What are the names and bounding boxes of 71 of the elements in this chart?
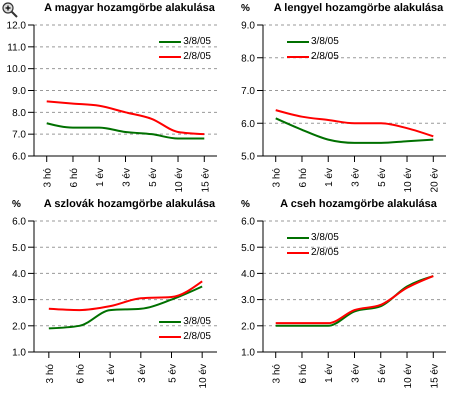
x-tick-label: 10 év xyxy=(403,364,414,388)
y-tick-label: 4.0 xyxy=(12,268,26,280)
y-tick-label: 4.0 xyxy=(241,268,256,280)
x-tick-label: 15 év xyxy=(200,168,212,192)
x-tick-label: 1 év xyxy=(95,168,106,187)
x-tick-label: 1 év xyxy=(324,364,336,383)
y-tick-label: 9.0 xyxy=(12,86,26,98)
line-series xyxy=(46,100,206,136)
x-tick-label: 1 év xyxy=(324,168,336,187)
line-series xyxy=(274,109,434,138)
legend-label: 2/8/05 xyxy=(183,51,211,62)
legend-label: 3/8/05 xyxy=(183,36,211,47)
y-tick-label: 2.0 xyxy=(12,321,26,332)
x-tick-label: 5 év xyxy=(168,364,178,383)
y-tick-label: 6.0 xyxy=(12,216,26,228)
x-tick-label: 6 hó xyxy=(298,168,309,188)
y-tick-label: 10.0 xyxy=(6,64,26,76)
x-tick-label: 10 év xyxy=(403,168,414,192)
x-tick-label: 1 év xyxy=(106,364,118,383)
y-tick-label: 11.0 xyxy=(7,42,26,54)
y-tick-label: 8.0 xyxy=(241,53,256,64)
line-series xyxy=(274,117,434,144)
chart-title: A magyar hozamgörbe alakulása xyxy=(43,2,216,14)
y-tick-label: 1.0 xyxy=(12,348,26,359)
y-axis-title: % xyxy=(12,199,21,210)
x-tick-label: 5 év xyxy=(376,168,388,187)
line-series xyxy=(46,122,206,140)
y-tick-label: 5.0 xyxy=(241,152,256,163)
y-tick-label: 2.0 xyxy=(241,321,256,332)
x-tick-label: 15 év xyxy=(429,364,440,388)
y-tick-label: 5.0 xyxy=(241,242,256,254)
y-tick-label: 1.0 xyxy=(241,348,256,359)
x-tick-label: 5 év xyxy=(376,364,388,383)
x-tick-label: 10 év xyxy=(198,364,210,388)
legend-label: 3/8/05 xyxy=(183,316,211,327)
line-series xyxy=(48,280,204,312)
legend-label: 2/8/05 xyxy=(311,247,339,258)
chart-title: A lengyel hozamgörbe alakulása xyxy=(272,2,444,14)
y-tick-label: 7.0 xyxy=(241,86,256,98)
y-tick-label: 3.0 xyxy=(12,295,26,306)
x-tick-label: 3 hó xyxy=(42,168,54,188)
x-tick-label: 3 hó xyxy=(272,168,283,188)
x-tick-label: 6 hó xyxy=(76,364,86,384)
x-tick-label: 3 év xyxy=(122,168,132,187)
y-tick-label: 8.0 xyxy=(12,108,26,119)
y-tick-label: 12.0 xyxy=(6,20,26,32)
x-tick-label: 6 hó xyxy=(68,168,80,188)
y-axis-title: % xyxy=(241,199,250,210)
x-tick-label: 10 év xyxy=(174,168,186,192)
chart-title: A szlovák hozamgörbe alakulása xyxy=(42,198,216,210)
x-tick-label: 3 év xyxy=(350,364,362,383)
x-tick-label: 3 hó xyxy=(44,364,56,384)
y-tick-label: 6.0 xyxy=(241,216,256,228)
legend-label: 2/8/05 xyxy=(183,331,211,342)
x-tick-label: 3 hó xyxy=(272,364,283,384)
legend-label: 3/8/05 xyxy=(311,232,339,243)
x-tick-label: 3 év xyxy=(350,168,362,187)
chart-title: A cseh hozamgörbe alakulása xyxy=(279,198,438,210)
x-tick-label: 3 év xyxy=(136,364,148,383)
y-tick-label: 6.0 xyxy=(12,152,26,163)
y-tick-label: 7.0 xyxy=(12,130,26,141)
legend-label: 2/8/05 xyxy=(311,51,339,62)
y-tick-label: 9.0 xyxy=(241,20,256,32)
y-tick-label: 3.0 xyxy=(241,295,256,306)
x-tick-label: 5 év xyxy=(148,168,159,187)
y-tick-label: 6.0 xyxy=(241,118,256,130)
y-tick-label: 5.0 xyxy=(12,242,26,254)
x-tick-label: 20 év xyxy=(429,168,440,192)
y-axis-title: % xyxy=(241,3,250,14)
x-tick-label: 6 hó xyxy=(298,364,309,384)
legend-label: 3/8/05 xyxy=(311,36,339,47)
